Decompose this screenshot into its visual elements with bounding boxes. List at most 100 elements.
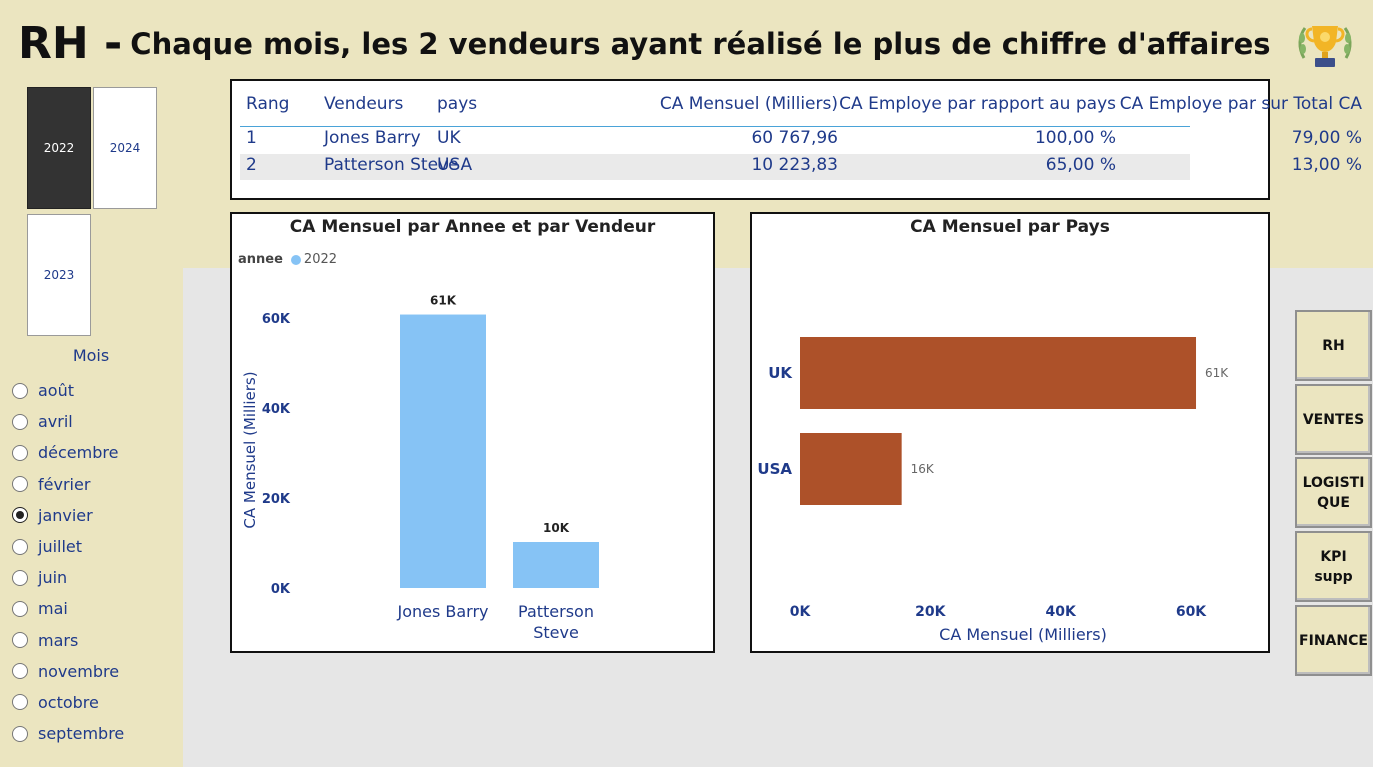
month-option-label: juillet	[38, 537, 83, 557]
nav-button[interactable]: RH	[1295, 310, 1372, 381]
x-category-label: Jones Barry	[396, 602, 488, 621]
table-header-divider	[240, 126, 1190, 127]
table-cell: 1	[246, 128, 257, 148]
nav-button[interactable]: FINANCE	[1295, 605, 1372, 676]
chart-plot: 61K UK 16K USA 0K 20K 40K 60K CA Mensuel (Millie…	[757, 337, 1229, 644]
radio-icon[interactable]	[12, 632, 28, 649]
y-tick-label: 40K	[262, 402, 291, 417]
month-option[interactable]: juillet	[12, 531, 124, 562]
month-option[interactable]: novembre	[12, 656, 124, 687]
chart-title: CA Mensuel par Annee et par Vendeur	[289, 217, 656, 237]
nav-button[interactable]: LOGISTI QUE	[1295, 457, 1372, 528]
year-tile-2022[interactable]: 2022	[27, 87, 91, 209]
month-option-label: octobre	[38, 692, 99, 712]
month-option[interactable]: mars	[12, 625, 124, 656]
radio-icon[interactable]	[12, 569, 28, 586]
y-category-label: UK	[768, 364, 793, 382]
top-sellers-table: Rang Vendeurs pays CA Mensuel (Milliers) CA …	[230, 79, 1362, 200]
x-category-label: Patterson	[518, 602, 594, 621]
month-option[interactable]: avril	[12, 406, 124, 437]
month-slicer: août avril décembre février janvier juillet ju…	[12, 375, 124, 749]
radio-icon[interactable]	[12, 725, 28, 742]
month-option-label: novembre	[38, 661, 120, 681]
x-axis-label: CA Mensuel (Milliers)	[939, 625, 1107, 644]
table-cell: Jones Barry	[324, 128, 421, 148]
sales-by-year-seller-chart: CA Mensuel par Annee et par Vendeur anne…	[230, 212, 715, 653]
column-header[interactable]: CA Employe par sur Total CA	[1119, 94, 1362, 114]
column-header[interactable]: CA Mensuel (Milliers)	[659, 94, 838, 114]
table-cell: 79,00 %	[1291, 128, 1362, 148]
month-option[interactable]: août	[12, 375, 124, 406]
chart-title: CA Mensuel par Pays	[910, 217, 1110, 237]
y-category-label: USA	[757, 460, 792, 478]
table-cell: 100,00 %	[1034, 128, 1116, 148]
x-tick-label: 40K	[1045, 604, 1076, 620]
legend-entry-2022: 2022	[303, 252, 338, 267]
month-option[interactable]: décembre	[12, 437, 124, 468]
data-label: 61K	[430, 294, 457, 308]
y-axis-label: CA Mensuel (Milliers)	[241, 371, 259, 528]
legend-title: annee	[238, 252, 283, 267]
bar	[513, 542, 599, 588]
month-option-label: août	[38, 381, 75, 401]
page-subtitle: Chaque mois, les 2 vendeurs ayant réalis…	[130, 26, 1271, 61]
radio-icon[interactable]	[12, 382, 28, 399]
nav-button[interactable]: KPI supp	[1295, 531, 1372, 602]
radio-icon[interactable]	[12, 476, 28, 493]
table-cell: Patterson Steve	[324, 155, 459, 175]
x-category-label: Steve	[533, 623, 579, 642]
chart-plot: 0K 20K 40K 60K CA Mensuel (Milliers) 61K Jones…	[241, 294, 599, 642]
month-option-label: juin	[38, 568, 68, 588]
trophy-icon	[1298, 26, 1352, 67]
column-header[interactable]: pays	[437, 94, 478, 114]
column-header[interactable]: Vendeurs	[324, 94, 404, 114]
table-cell: 2	[246, 155, 257, 175]
page-title: RH - Chaque mois, les 2 vendeurs ayant ré…	[18, 18, 1271, 78]
radio-icon[interactable]	[12, 694, 28, 711]
radio-icon[interactable]	[12, 444, 28, 461]
data-label: 16K	[911, 462, 935, 476]
month-option[interactable]: octobre	[12, 687, 124, 718]
radio-icon[interactable]	[12, 538, 28, 555]
data-label: 61K	[1205, 366, 1229, 380]
year-tile-2023[interactable]: 2023	[27, 214, 91, 336]
month-option-label: mai	[38, 599, 68, 619]
radio-icon[interactable]	[12, 663, 28, 680]
table-cell: UK	[437, 128, 461, 148]
y-tick-label: 60K	[262, 312, 291, 327]
month-option-label: mars	[38, 630, 79, 650]
month-option[interactable]: février	[12, 469, 124, 500]
sales-by-country-chart: CA Mensuel par Pays 61K UK 16K USA 0K 20K 40K 6…	[750, 212, 1270, 653]
radio-icon[interactable]	[12, 413, 28, 430]
table-cell: 60 767,96	[751, 128, 838, 148]
month-option-label: septembre	[38, 724, 125, 744]
x-tick-label: 0K	[790, 604, 812, 620]
month-slicer-title: Mois	[72, 346, 110, 365]
month-option-label: janvier	[38, 505, 93, 525]
year-tile-2024[interactable]: 2024	[93, 87, 157, 209]
bar	[800, 337, 1197, 409]
x-tick-label: 60K	[1176, 604, 1207, 620]
month-option-label: avril	[38, 412, 73, 432]
table-row-band	[240, 154, 1190, 180]
x-tick-label: 20K	[915, 604, 946, 620]
month-option[interactable]: septembre	[12, 718, 124, 749]
table-cell: USA	[437, 155, 473, 175]
column-header[interactable]: CA Employe par rapport au pays	[839, 94, 1116, 114]
table-cell: 65,00 %	[1045, 155, 1116, 175]
month-option[interactable]: juin	[12, 562, 124, 593]
table-cell: 10 223,83	[751, 155, 838, 175]
radio-icon[interactable]	[12, 600, 28, 617]
month-option-label: février	[38, 474, 91, 494]
data-label: 10K	[543, 521, 570, 535]
table-cell: 13,00 %	[1291, 155, 1362, 175]
month-option[interactable]: mai	[12, 593, 124, 624]
bar	[800, 433, 902, 505]
nav-button[interactable]: VENTES	[1295, 384, 1372, 455]
y-tick-label: 0K	[271, 582, 291, 597]
radio-icon[interactable]	[12, 507, 28, 524]
column-header[interactable]: Rang	[246, 94, 290, 114]
month-option[interactable]: janvier	[12, 500, 124, 531]
month-option-label: décembre	[38, 443, 119, 463]
legend-marker	[290, 254, 301, 265]
